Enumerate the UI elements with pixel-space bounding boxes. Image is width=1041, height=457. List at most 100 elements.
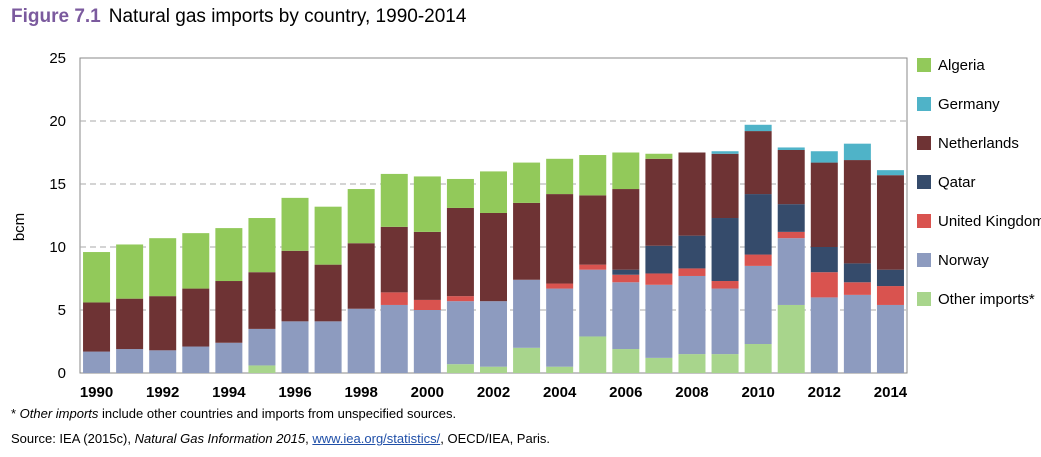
bar-segment-united-kingdom-2010 bbox=[744, 254, 772, 266]
bar-segment-norway-1998 bbox=[347, 308, 375, 373]
legend-swatch-algeria bbox=[917, 58, 931, 72]
bar-segment-norway-2014 bbox=[876, 304, 904, 373]
legend-label-qatar: Qatar bbox=[938, 174, 976, 191]
bar-segment-norway-2003 bbox=[513, 279, 541, 348]
bar-segment-netherlands-1991 bbox=[116, 298, 144, 350]
bar-segment-netherlands-1998 bbox=[347, 243, 375, 309]
bar-segment-norway-1997 bbox=[314, 321, 342, 373]
x-tick-label: 1992 bbox=[146, 384, 179, 400]
bar-segment-united-kingdom-2000 bbox=[413, 299, 441, 310]
bar-segment-norway-2012 bbox=[810, 297, 838, 373]
x-tick-label: 1996 bbox=[278, 384, 311, 400]
bar-segment-united-kingdom-2001 bbox=[446, 296, 474, 302]
x-tick-label: 2014 bbox=[874, 384, 908, 400]
bar-segment-other-imports-2003 bbox=[513, 347, 541, 373]
bar-segment-netherlands-2013 bbox=[843, 160, 871, 264]
bar-segment-germany-2009 bbox=[711, 151, 739, 154]
bar-segment-qatar-2007 bbox=[645, 245, 673, 274]
bar-segment-netherlands-1999 bbox=[380, 226, 408, 293]
x-tick-label: 2000 bbox=[411, 384, 444, 400]
bar-segment-norway-1996 bbox=[281, 321, 309, 373]
x-tick-label: 2012 bbox=[808, 384, 841, 400]
bar-segment-qatar-2012 bbox=[810, 247, 838, 273]
bar-segment-germany-2010 bbox=[744, 124, 772, 132]
bar-segment-algeria-2006 bbox=[612, 152, 640, 190]
bar-segment-algeria-2001 bbox=[446, 178, 474, 208]
bar-segment-united-kingdom-2006 bbox=[612, 274, 640, 283]
bar-segment-norway-1993 bbox=[182, 346, 210, 373]
x-tick-label: 1998 bbox=[344, 384, 377, 400]
figure-label: Figure 7.1 bbox=[11, 6, 101, 27]
bar-segment-algeria-1993 bbox=[182, 233, 210, 289]
bar-segment-norway-2002 bbox=[480, 301, 507, 367]
bar-segment-other-imports-2002 bbox=[480, 366, 507, 373]
legend-label-algeria: Algeria bbox=[938, 57, 985, 74]
bar-segment-netherlands-2000 bbox=[413, 231, 441, 300]
bar-segment-netherlands-1992 bbox=[149, 296, 177, 351]
bar-segment-norway-2009 bbox=[711, 288, 739, 355]
bar-segment-united-kingdom-2005 bbox=[579, 264, 607, 270]
bar-segment-algeria-1999 bbox=[380, 173, 408, 227]
bar-segment-algeria-1996 bbox=[281, 197, 309, 251]
bar-segment-algeria-2007 bbox=[645, 153, 673, 159]
y-axis-label: bcm bbox=[11, 213, 28, 241]
source-prefix: Source: IEA (2015c), bbox=[11, 431, 135, 446]
bar-segment-algeria-2002 bbox=[480, 171, 507, 213]
bar-segment-germany-2014 bbox=[876, 170, 904, 176]
y-tick-label: 5 bbox=[58, 302, 66, 319]
legend-swatch-netherlands bbox=[917, 136, 931, 150]
legend-label-norway: Norway bbox=[938, 252, 989, 269]
bar-segment-netherlands-2004 bbox=[546, 194, 574, 284]
legend-label-netherlands: Netherlands bbox=[938, 135, 1019, 152]
bar-segment-norway-2008 bbox=[678, 275, 706, 355]
legend: Algeria Germany Netherlands Qatar United Kin… bbox=[917, 57, 1041, 308]
x-tick-label: 1994 bbox=[212, 384, 246, 400]
bar-segment-qatar-2009 bbox=[711, 218, 739, 282]
bar-segment-germany-2013 bbox=[843, 143, 871, 161]
bar-segment-other-imports-1995 bbox=[248, 365, 276, 373]
legend-swatch-germany bbox=[917, 97, 931, 111]
bar-segment-netherlands-1990 bbox=[83, 302, 111, 352]
legend-swatch-other-imports bbox=[917, 292, 931, 306]
x-tick-label: 2006 bbox=[609, 384, 642, 400]
bar-segment-other-imports-2009 bbox=[711, 354, 739, 373]
bar-segment-norway-2006 bbox=[612, 282, 640, 350]
bar-segment-united-kingdom-2013 bbox=[843, 282, 871, 295]
y-tick-label: 15 bbox=[49, 176, 66, 193]
footnote-marker: * bbox=[11, 406, 20, 421]
bar-segment-norway-1999 bbox=[380, 304, 408, 373]
bar-segment-other-imports-2005 bbox=[579, 336, 607, 373]
bar-segment-algeria-2004 bbox=[546, 158, 574, 195]
legend-label-other-imports: Other imports* bbox=[938, 291, 1035, 308]
bar-segment-germany-2011 bbox=[777, 147, 805, 150]
bar-segment-algeria-1990 bbox=[83, 252, 111, 303]
bar-segment-netherlands-2009 bbox=[711, 153, 739, 219]
bar-segment-qatar-2006 bbox=[612, 269, 640, 275]
bar-segment-algeria-1994 bbox=[215, 228, 243, 282]
bar-segment-netherlands-2011 bbox=[777, 149, 805, 205]
bar-segment-germany-2012 bbox=[810, 151, 838, 163]
bar-segment-other-imports-2010 bbox=[744, 344, 772, 373]
y-tick-label: 25 bbox=[49, 50, 66, 67]
source-link[interactable]: www.iea.org/statistics/ bbox=[312, 431, 441, 446]
x-tick-label: 2002 bbox=[477, 384, 510, 400]
figure-title-text: Natural gas imports by country, 1990-201… bbox=[108, 6, 467, 27]
x-tick-label: 2010 bbox=[741, 384, 774, 400]
legend-swatch-united-kingdom bbox=[917, 214, 931, 228]
bar-segment-netherlands-1994 bbox=[215, 281, 243, 343]
bar-segment-netherlands-2010 bbox=[744, 131, 772, 195]
bar-segment-other-imports-2011 bbox=[777, 304, 805, 373]
bar-segment-algeria-2005 bbox=[579, 155, 607, 196]
bar-segment-united-kingdom-2008 bbox=[678, 268, 706, 276]
bar-segment-united-kingdom-2009 bbox=[711, 281, 739, 289]
bar-segment-norway-2000 bbox=[413, 310, 441, 373]
bar-segment-algeria-1991 bbox=[116, 244, 144, 299]
bar-segment-united-kingdom-2007 bbox=[645, 273, 673, 285]
y-tick-label: 0 bbox=[58, 365, 66, 382]
bar-segment-qatar-2010 bbox=[744, 194, 772, 255]
footnote-text: include other countries and imports from… bbox=[98, 406, 457, 421]
stacked-bar-chart: 0 5 10 15 20 25 1990 1992 1994 1996 1998 2000 2002 20… bbox=[11, 50, 1041, 400]
bars bbox=[83, 124, 904, 373]
bar-segment-norway-2001 bbox=[446, 301, 474, 365]
source-publication: Natural Gas Information 2015 bbox=[134, 431, 306, 446]
